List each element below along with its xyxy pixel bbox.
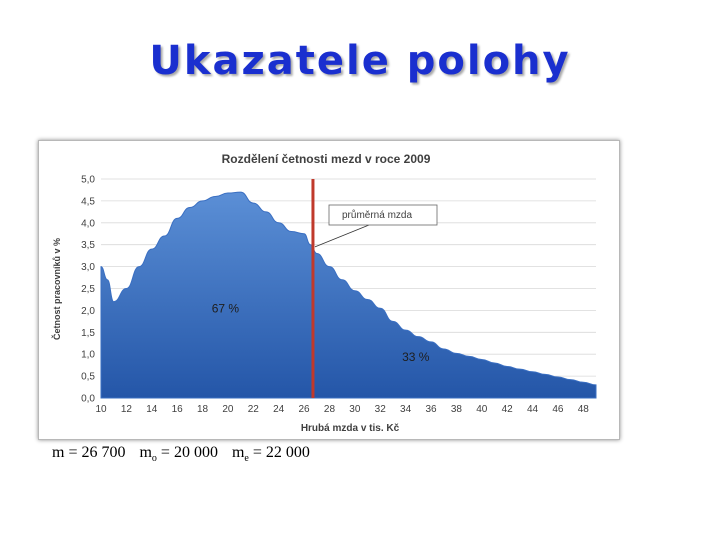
x-tick-label: 18 [197,404,209,415]
statistics-summary: m = 26 700 mo = 20 000 me = 22 000 [52,444,320,464]
y-tick-label: 1,0 [81,350,95,361]
y-tick-label: 3,0 [81,262,95,273]
mode-stat: mo = 20 000 [139,444,218,465]
y-tick-label: 5,0 [81,175,95,186]
x-tick-label: 48 [578,404,590,415]
y-tick-label: 2,0 [81,306,95,317]
y-tick-labels: 0,0 0,5 1,0 1,5 2,0 2,5 3,0 3,5 4,0 4,5 5,0 [81,175,95,405]
x-tick-label: 30 [349,404,361,415]
x-tick-label: 12 [121,404,133,415]
x-tick-label: 22 [248,404,260,415]
y-tick-label: 3,5 [81,240,95,251]
y-tick-label: 0,0 [81,394,95,405]
y-tick-label: 4,0 [81,218,95,229]
x-axis-label: Hrubá mzda v tis. Kč [301,423,400,434]
x-tick-label: 16 [172,404,184,415]
callout-pointer [314,224,370,248]
slide-title: Ukazatele polohy [149,38,571,84]
share-right-label: 33 % [402,350,430,364]
x-tick-label: 46 [552,404,564,415]
share-left-label: 67 % [212,302,240,316]
y-tick-label: 1,5 [81,328,95,339]
x-tick-label: 40 [476,404,488,415]
x-tick-labels: 10 12 14 16 18 20 22 24 26 28 30 32 34 36 38 40 42 44 46 48 [95,404,589,415]
callout-label: průměrná mzda [342,209,412,221]
y-tick-label: 0,5 [81,372,95,383]
x-tick-label: 28 [324,404,336,415]
x-tick-label: 44 [527,404,539,415]
distribution-area [100,191,597,399]
x-tick-label: 32 [375,404,387,415]
y-axis-label: Četnost pracovníků v % [51,238,62,340]
chart-title: Rozdělení četnosti mezd v roce 2009 [222,152,431,166]
salary-distribution-chart: Rozdělení četnosti mezd v roce 2009 0,00… [51,152,597,434]
callout-box [328,204,438,226]
x-tick-label: 34 [400,404,412,415]
y-tick-label: 4,5 [81,196,95,207]
chart-frame: Rozdělení četnosti mezd v roce 2009 0,0 0… [38,140,620,440]
x-tick-label: 38 [451,404,463,415]
x-tick-label: 36 [425,404,437,415]
median-stat: me = 22 000 [231,444,310,465]
x-tick-label: 42 [502,404,514,415]
y-tick-label: 2,5 [81,284,95,295]
x-tick-label: 14 [146,404,158,415]
x-tick-label: 10 [95,404,107,415]
x-tick-label: 26 [299,404,311,415]
x-tick-label: 20 [222,404,234,415]
x-tick-label: 24 [273,404,285,415]
mean-stat: m = 26 700 [52,444,126,461]
